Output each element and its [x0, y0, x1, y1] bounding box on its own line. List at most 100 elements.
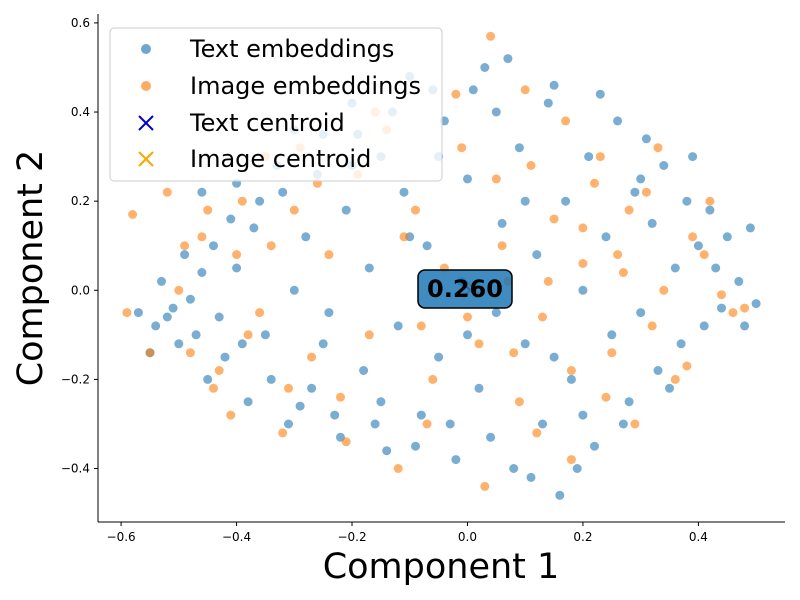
scatter-point — [497, 218, 507, 228]
scatter-point — [255, 308, 265, 318]
scatter-point — [162, 187, 172, 197]
scatter-point — [341, 205, 351, 215]
legend-frame — [109, 27, 443, 182]
scatter-point — [520, 85, 530, 95]
scatter-point — [665, 383, 674, 393]
scatter-point — [722, 232, 732, 242]
y-tick-label: 0.4 — [71, 105, 90, 119]
legend-label-text-embeddings: Text embeddings — [189, 35, 394, 63]
scatter-point — [555, 490, 565, 500]
scatter-point — [601, 232, 611, 242]
scatter-point — [289, 205, 299, 215]
scatter-point — [209, 383, 218, 393]
scatter-point — [491, 308, 501, 318]
scatter-point — [624, 397, 634, 407]
scatter-point — [676, 339, 686, 349]
scatter-point — [503, 54, 513, 64]
scatter-point — [209, 241, 218, 251]
scatter-point — [324, 250, 334, 260]
scatter-point — [653, 366, 663, 375]
scatter-point — [705, 205, 715, 215]
scatter-point — [688, 152, 698, 162]
scatter-point — [174, 285, 184, 295]
scatter-point — [618, 268, 628, 277]
scatter-point — [399, 187, 409, 197]
scatter-point — [416, 321, 426, 331]
scatter-point — [526, 161, 536, 170]
scatter-point — [578, 223, 588, 233]
annotation-background — [417, 269, 513, 309]
scatter-point — [232, 263, 242, 273]
x-tick-label: −0.2 — [337, 530, 366, 544]
legend-marker-image-centroid — [138, 151, 154, 167]
scatter-point — [364, 263, 374, 273]
scatter-point — [278, 187, 288, 197]
annotation-value: 0.260 — [427, 275, 503, 303]
scatter-point — [428, 374, 438, 384]
scatter-point — [341, 437, 351, 447]
scatter-point — [416, 410, 426, 420]
series-0 — [133, 54, 761, 500]
scatter-point — [307, 352, 317, 362]
scatter-point — [607, 348, 617, 358]
scatter-point — [157, 276, 166, 286]
scatter-point — [411, 441, 420, 451]
scatter-point — [486, 31, 496, 41]
scatter-point — [174, 339, 184, 349]
scatter-point — [237, 196, 247, 206]
scatter-point — [647, 218, 657, 228]
scatter-point — [151, 321, 161, 331]
scatter-point — [682, 196, 692, 206]
scatter-point — [468, 85, 478, 95]
scatter-point — [266, 241, 276, 251]
scatter-point — [520, 339, 530, 349]
scatter-point — [463, 312, 472, 322]
scatter-point — [474, 383, 484, 393]
scatter-point — [601, 392, 611, 402]
scatter-point — [636, 308, 646, 318]
scatter-point — [572, 464, 582, 473]
scatter-point — [422, 419, 432, 429]
scatter-point — [197, 268, 207, 277]
scatter-point — [451, 89, 461, 99]
scatter-point — [549, 352, 559, 362]
scatter-point — [543, 276, 553, 286]
scatter-point — [659, 285, 669, 295]
scatter-point — [561, 116, 571, 126]
scatter-point — [284, 383, 293, 393]
y-tick-label: 0.2 — [71, 194, 90, 208]
scatter-point — [595, 89, 605, 99]
y-tick-label: −0.2 — [61, 372, 90, 386]
x-ticks: −0.6 −0.4 −0.2 0.0 0.2 0.4 — [107, 522, 708, 544]
scatter-point — [584, 152, 594, 162]
scatter-point — [376, 397, 386, 407]
scatter-point — [699, 250, 709, 260]
scatter-point — [566, 455, 576, 465]
scatter-point — [185, 294, 195, 304]
scatter-point — [745, 223, 755, 233]
scatter-point — [226, 410, 236, 420]
scatter-point — [359, 366, 369, 375]
scatter-point — [336, 392, 345, 402]
scatter-point — [434, 352, 444, 362]
scatter-point — [509, 348, 519, 358]
scatter-point — [717, 290, 726, 300]
scatter-point — [538, 419, 547, 429]
scatter-point — [688, 232, 698, 242]
scatter-point — [324, 308, 334, 318]
scatter-point — [590, 441, 599, 451]
scatter-point — [734, 276, 744, 286]
scatter-point — [641, 134, 651, 144]
scatter-point — [289, 285, 299, 295]
scatter-point — [578, 410, 588, 420]
scatter-point — [480, 63, 490, 72]
scatter-point — [717, 303, 726, 313]
scatter-point — [145, 348, 155, 358]
scatter-point — [682, 361, 692, 371]
scatter-point — [463, 330, 472, 340]
scatter-point — [497, 241, 507, 251]
scatter-point — [180, 241, 190, 251]
scatter-point — [260, 330, 270, 340]
x-tick-label: −0.6 — [107, 530, 136, 544]
scatter-point — [474, 339, 484, 349]
